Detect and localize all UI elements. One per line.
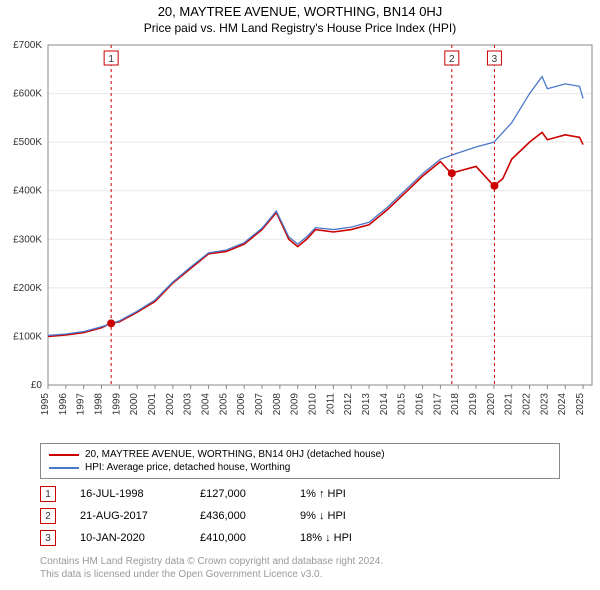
event-date: 10-JAN-2020 xyxy=(80,532,200,544)
svg-text:1999: 1999 xyxy=(111,393,122,416)
svg-text:2011: 2011 xyxy=(325,393,336,415)
svg-text:2024: 2024 xyxy=(557,393,568,416)
event-delta: 18% ↓ HPI xyxy=(300,532,420,544)
svg-text:2002: 2002 xyxy=(165,393,176,416)
svg-text:1: 1 xyxy=(108,54,114,65)
svg-text:2019: 2019 xyxy=(468,393,479,416)
event-price: £127,000 xyxy=(200,488,300,500)
legend-swatch xyxy=(49,467,79,469)
svg-text:1998: 1998 xyxy=(94,393,105,416)
legend-item: HPI: Average price, detached house, Wort… xyxy=(49,461,551,474)
svg-text:2025: 2025 xyxy=(575,393,586,416)
legend-item: 20, MAYTREE AVENUE, WORTHING, BN14 0HJ (… xyxy=(49,448,551,461)
svg-text:2003: 2003 xyxy=(183,393,194,416)
svg-text:2001: 2001 xyxy=(147,393,158,416)
legend-label: 20, MAYTREE AVENUE, WORTHING, BN14 0HJ (… xyxy=(85,449,385,460)
svg-text:£600K: £600K xyxy=(13,89,42,100)
sales-events-table: 1 16-JUL-1998£127,0001% ↑ HPI 2 21-AUG-2017… xyxy=(40,483,560,549)
event-delta: 9% ↓ HPI xyxy=(300,510,420,522)
svg-text:2010: 2010 xyxy=(308,393,319,416)
legend-label: HPI: Average price, detached house, Wort… xyxy=(85,462,290,473)
event-date: 16-JUL-1998 xyxy=(80,488,200,500)
event-price: £436,000 xyxy=(200,510,300,522)
svg-text:1997: 1997 xyxy=(76,393,87,416)
page-subtitle: Price paid vs. HM Land Registry's House … xyxy=(0,21,600,35)
svg-text:2012: 2012 xyxy=(343,393,354,416)
svg-text:£300K: £300K xyxy=(13,234,42,245)
svg-text:2023: 2023 xyxy=(539,393,550,416)
svg-text:2007: 2007 xyxy=(254,393,265,416)
svg-text:2021: 2021 xyxy=(504,393,515,416)
svg-text:3: 3 xyxy=(492,54,498,65)
svg-text:1996: 1996 xyxy=(58,393,69,416)
svg-text:2005: 2005 xyxy=(218,393,229,416)
svg-text:2009: 2009 xyxy=(290,393,301,416)
license-line: Contains HM Land Registry data © Crown c… xyxy=(40,555,560,568)
svg-text:£500K: £500K xyxy=(13,137,42,148)
svg-text:2: 2 xyxy=(449,54,455,65)
svg-text:2014: 2014 xyxy=(379,393,390,416)
legend-swatch xyxy=(49,454,79,456)
event-price: £410,000 xyxy=(200,532,300,544)
svg-text:2013: 2013 xyxy=(361,393,372,416)
svg-text:2015: 2015 xyxy=(397,393,408,416)
svg-text:£0: £0 xyxy=(31,380,43,391)
event-date: 21-AUG-2017 xyxy=(80,510,200,522)
event-row: 3 10-JAN-2020£410,00018% ↓ HPI xyxy=(40,527,560,549)
svg-text:£400K: £400K xyxy=(13,186,42,197)
event-marker: 3 xyxy=(40,530,56,546)
svg-text:2020: 2020 xyxy=(486,393,497,416)
svg-text:2004: 2004 xyxy=(201,393,212,416)
event-row: 2 21-AUG-2017£436,0009% ↓ HPI xyxy=(40,505,560,527)
license-text: Contains HM Land Registry data © Crown c… xyxy=(40,555,560,581)
event-marker: 2 xyxy=(40,508,56,524)
svg-text:2016: 2016 xyxy=(415,393,426,416)
svg-text:2022: 2022 xyxy=(522,393,533,416)
svg-text:£200K: £200K xyxy=(13,283,42,294)
event-marker: 1 xyxy=(40,486,56,502)
legend: 20, MAYTREE AVENUE, WORTHING, BN14 0HJ (… xyxy=(40,443,560,479)
svg-text:1995: 1995 xyxy=(40,393,51,416)
svg-text:£700K: £700K xyxy=(13,40,42,51)
svg-text:2000: 2000 xyxy=(129,393,140,416)
svg-text:2017: 2017 xyxy=(432,393,443,416)
svg-text:2006: 2006 xyxy=(236,393,247,416)
svg-text:£100K: £100K xyxy=(13,331,42,342)
page-title: 20, MAYTREE AVENUE, WORTHING, BN14 0HJ xyxy=(0,4,600,19)
event-delta: 1% ↑ HPI xyxy=(300,488,420,500)
svg-text:2008: 2008 xyxy=(272,393,283,416)
license-line: This data is licensed under the Open Gov… xyxy=(40,568,560,581)
event-row: 1 16-JUL-1998£127,0001% ↑ HPI xyxy=(40,483,560,505)
price-chart: £0 £100K £200K £300K £400K £500K £600K £700K 199… xyxy=(0,37,600,437)
svg-text:2018: 2018 xyxy=(450,393,461,416)
